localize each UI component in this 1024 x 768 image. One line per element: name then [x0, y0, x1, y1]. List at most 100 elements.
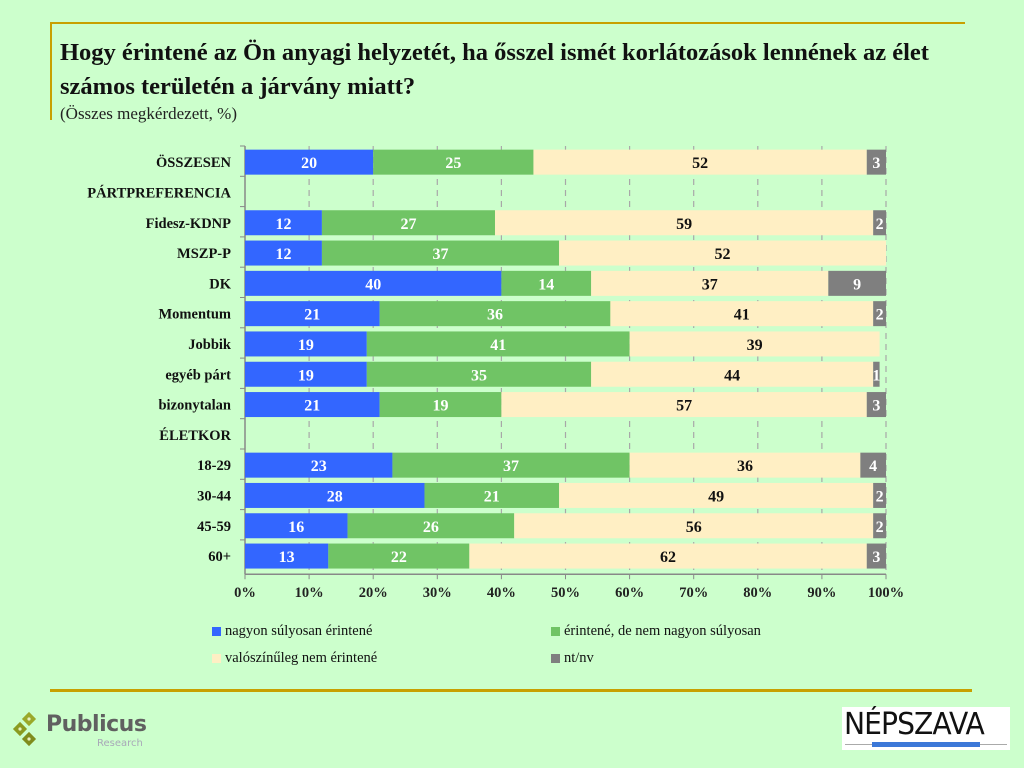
category-label: 45-59	[197, 519, 231, 535]
data-label: 12	[275, 246, 291, 263]
data-label: 21	[304, 398, 320, 415]
bar-segment	[494, 210, 874, 236]
bar-segment	[379, 301, 611, 327]
bar-segment	[559, 240, 886, 266]
bar-segment	[392, 452, 630, 478]
category-label: Momentum	[159, 307, 232, 323]
bar-segment	[245, 301, 380, 327]
data-label: 59	[676, 216, 692, 233]
data-label: 56	[686, 519, 702, 536]
bar-segment	[245, 210, 322, 236]
bar-segment	[469, 543, 867, 569]
legend-label: nt/nv	[564, 650, 594, 666]
data-label: 9	[853, 276, 861, 293]
data-label: 57	[676, 398, 692, 415]
bar-segment	[321, 210, 495, 236]
x-tick-label: 100%	[868, 585, 904, 601]
data-label: 2	[876, 488, 884, 505]
data-label: 62	[660, 549, 676, 566]
x-tick-label: 60%	[615, 585, 644, 601]
data-label: 20	[301, 155, 317, 172]
data-label: 21	[304, 307, 320, 324]
x-tick-label: 90%	[807, 585, 836, 601]
bar-segment	[873, 361, 880, 387]
legend-swatch-gray	[551, 654, 560, 663]
legend-item-series-1: érintené, de nem nagyon súlyosan	[551, 623, 761, 640]
nepszava-logo: NÉPSZAVA	[842, 707, 1010, 750]
bar-segment	[873, 301, 886, 327]
legend-label: nagyon súlyosan érintené	[225, 623, 373, 639]
category-label: MSZP-P	[177, 246, 231, 262]
bar-segment	[366, 331, 630, 357]
chart-subtitle: (Összes megkérdezett, %)	[60, 104, 238, 123]
data-label: 44	[724, 367, 740, 384]
data-label: 3	[872, 549, 880, 566]
x-tick-label: 20%	[359, 585, 388, 601]
data-label: 16	[288, 519, 304, 536]
x-tick-label: 10%	[295, 585, 324, 601]
legend-item-series-3: nt/nv	[551, 650, 594, 667]
category-label: egyéb párt	[165, 367, 231, 383]
bottom-accent-line	[50, 689, 972, 692]
data-label: 28	[327, 488, 343, 505]
bar-segment	[245, 331, 367, 357]
bar-segment	[245, 270, 502, 296]
bar-segment	[866, 392, 886, 418]
bar-segment	[373, 149, 534, 175]
category-label: bizonytalan	[158, 398, 231, 414]
bar-segment	[321, 240, 560, 266]
data-label: 1	[872, 367, 880, 384]
stacked-bar-chart: 0% 10% 20% 30% 40% 50% 60% 70% 80% 90% 100% ÖSSZESE…	[87, 145, 904, 601]
bar-segment	[533, 149, 867, 175]
data-label: 27	[400, 216, 416, 233]
bar-segment	[245, 543, 329, 569]
data-label: 23	[311, 458, 327, 475]
bar-segment	[245, 149, 374, 175]
data-label: 22	[391, 549, 407, 566]
category-label: Jobbik	[188, 337, 232, 353]
bar-segment	[245, 392, 380, 418]
diamond-cluster-icon	[12, 711, 37, 747]
bar-segment	[245, 240, 322, 266]
publicus-wordmark: Publicus	[46, 712, 147, 737]
legend-swatch-cream	[212, 654, 221, 663]
legend-label: érintené, de nem nagyon súlyosan	[564, 623, 761, 639]
publicus-subtext: Research	[97, 738, 143, 749]
chart-title: Hogy érintené az Ön anyagi helyzetét, ha…	[60, 39, 929, 100]
category-label: 18-29	[197, 458, 231, 474]
bar-segment	[866, 149, 886, 175]
bar-segment	[873, 210, 886, 236]
category-label: 60+	[208, 549, 231, 565]
bar-segment	[245, 452, 393, 478]
bar-segment	[610, 301, 874, 327]
data-label: 2	[876, 216, 884, 233]
data-label: 19	[433, 398, 449, 415]
category-label: 30-44	[197, 488, 231, 504]
bar-segment	[629, 452, 861, 478]
data-label: 13	[279, 549, 295, 566]
data-label: 41	[490, 337, 506, 354]
bar-segment	[245, 513, 348, 539]
data-label: 37	[503, 458, 519, 475]
bar-segment	[860, 452, 886, 478]
x-tick-label: 80%	[743, 585, 772, 601]
bar-segment	[501, 392, 867, 418]
bar-segment	[514, 513, 874, 539]
data-label: 12	[275, 216, 291, 233]
bar-segment	[866, 543, 886, 569]
bar-segment	[245, 361, 367, 387]
x-tick-label: 50%	[551, 585, 580, 601]
data-label: 14	[538, 276, 554, 293]
data-label: 49	[708, 488, 724, 505]
category-group-header: ÉLETKOR	[159, 427, 231, 444]
data-label: 41	[734, 307, 750, 324]
data-label: 3	[872, 398, 880, 415]
data-label: 2	[876, 307, 884, 324]
data-label: 37	[433, 246, 449, 263]
bar-segment	[559, 482, 874, 508]
bar-segment	[424, 482, 560, 508]
bar-segment	[501, 270, 592, 296]
bar-segment	[873, 513, 886, 539]
legend-item-series-0: nagyon súlyosan érintené	[212, 623, 372, 640]
bar-segment	[591, 361, 874, 387]
